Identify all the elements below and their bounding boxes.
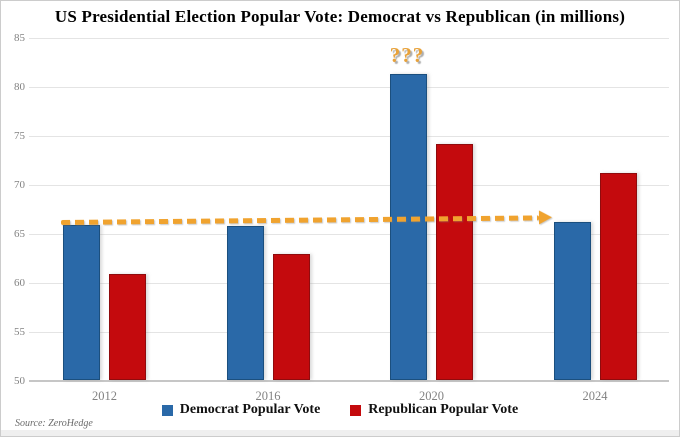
- gridline-y55: [29, 332, 669, 333]
- bar-republican-2024: [599, 173, 637, 380]
- legend-label: Democrat Popular Vote: [179, 402, 321, 417]
- y-axis-tick-label: 55: [14, 326, 25, 338]
- gridline-y85: [29, 38, 669, 39]
- legend-swatch-icon: [350, 404, 362, 416]
- bar-democrat-2012: [63, 225, 100, 380]
- bar-democrat-2016: [226, 226, 264, 380]
- arrowhead-icon: [538, 210, 553, 225]
- y-axis-tick-label: 70: [14, 179, 25, 191]
- bar-democrat-2024: [553, 222, 591, 380]
- gridline-y60: [29, 283, 669, 284]
- legend-swatch-icon: [161, 404, 173, 416]
- x-axis-line: [29, 380, 669, 382]
- bar-republican-2012: [109, 274, 146, 380]
- y-axis-tick-label: 50: [14, 375, 25, 387]
- gridline-y75: [29, 136, 669, 137]
- bar-democrat-2020: [390, 74, 427, 380]
- legend: Democrat Popular Vote Republican Popular …: [1, 402, 679, 418]
- x-axis-label-2020: 2020: [419, 389, 444, 403]
- gridline-y80: [29, 87, 669, 88]
- bar-republican-2016: [272, 253, 310, 380]
- y-axis-tick-label: 80: [14, 81, 25, 93]
- bottom-margin-strip: [1, 430, 679, 436]
- legend-item-republican: Republican Popular Vote: [350, 402, 518, 418]
- x-axis-label-2024: 2024: [582, 389, 608, 403]
- question-marks-annotation: ???: [389, 43, 425, 67]
- chart-title: US Presidential Election Popular Vote: D…: [54, 7, 626, 26]
- y-axis-tick-label: 75: [14, 130, 25, 142]
- y-axis-tick-label: 60: [14, 277, 25, 289]
- bar-republican-2020: [436, 143, 473, 380]
- x-axis-label-2016: 2016: [255, 389, 281, 403]
- y-axis-tick-label: 65: [14, 228, 25, 240]
- y-axis-tick-label: 85: [14, 32, 25, 44]
- source-note: Source: ZeroHedge: [15, 418, 93, 429]
- gridline-y65: [29, 234, 669, 235]
- x-axis-label-2012: 2012: [92, 389, 117, 403]
- legend-label: Republican Popular Vote: [368, 402, 519, 417]
- legend-item-democrat: Democrat Popular Vote: [161, 402, 321, 418]
- gridline-y70: [29, 185, 669, 186]
